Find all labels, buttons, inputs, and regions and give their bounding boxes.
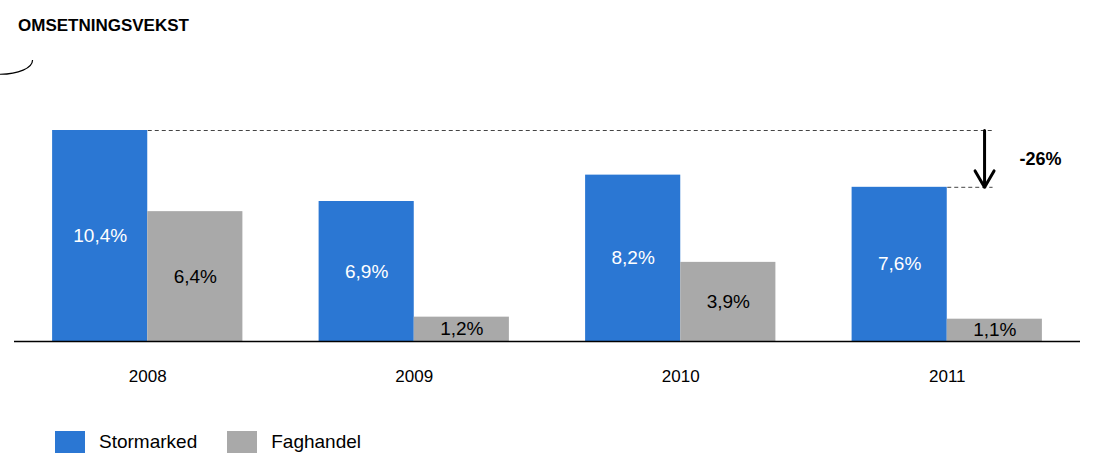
html-text:Faghandel: Faghandel [271, 431, 361, 452]
svg-text:2011: 2011 [929, 367, 966, 386]
svg-text:-26%: -26% [1020, 149, 1062, 169]
svg-text:2009: 2009 [395, 367, 433, 386]
svg-text:3,9%: 3,9% [707, 291, 750, 312]
svg-text:10,4%: 10,4% [73, 225, 127, 246]
svg-text:2010: 2010 [662, 367, 700, 386]
html-text:Stormarked: Stormarked [99, 431, 198, 452]
svg-text:6,9%: 6,9% [345, 261, 388, 282]
svg-text:1,2%: 1,2% [440, 318, 483, 339]
html-text:OMSETNINGSVEKST: OMSETNINGSVEKST [18, 16, 189, 35]
svg-text:2008: 2008 [129, 367, 167, 386]
svg-text:1,1%: 1,1% [973, 319, 1016, 340]
svg-text:8,2%: 8,2% [612, 247, 655, 268]
svg-text:6,4%: 6,4% [174, 266, 217, 287]
svg-text:7,6%: 7,6% [878, 253, 921, 274]
